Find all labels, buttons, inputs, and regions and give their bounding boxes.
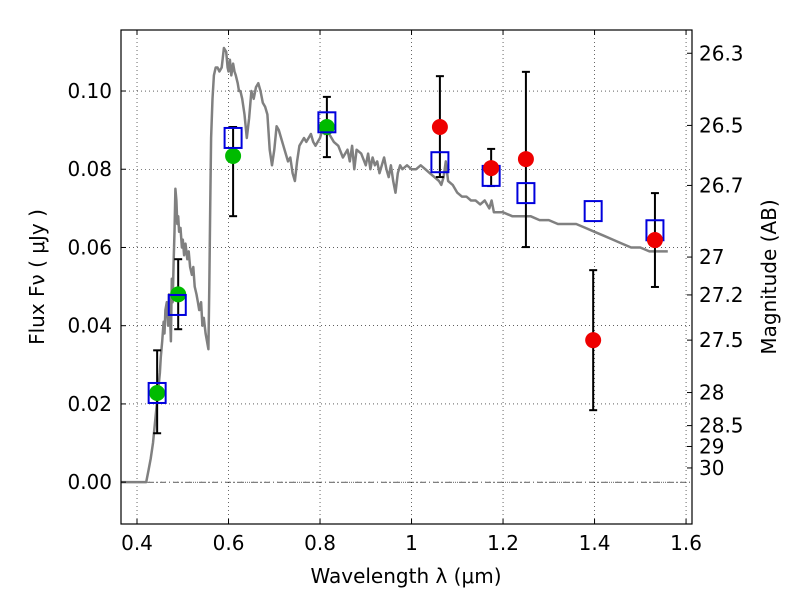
right-tick-label: 26.7 bbox=[699, 173, 744, 197]
blue-squares-point bbox=[223, 126, 243, 149]
y-tick-label: 0.06 bbox=[67, 235, 112, 259]
x-tick-label: 1.6 bbox=[670, 531, 702, 555]
red-circles-point bbox=[585, 332, 602, 349]
right-tick-label: 26.5 bbox=[699, 113, 744, 137]
x-axis-label: Wavelength λ (μm) bbox=[310, 564, 501, 588]
blue-squares-point bbox=[430, 151, 450, 174]
right-tick-label: 28 bbox=[699, 381, 724, 405]
blue-squares-point bbox=[317, 111, 337, 134]
y-tick-label: 0.08 bbox=[67, 157, 112, 181]
x-tick-label: 1 bbox=[405, 531, 418, 555]
y-tick-label: 0.04 bbox=[67, 314, 112, 338]
x-axis: 0.4 0.6 0.8 1 1.2 1.4 1.6 bbox=[121, 30, 702, 555]
blue-squares-point bbox=[516, 182, 536, 205]
right-tick-label: 29 bbox=[699, 434, 724, 458]
x-tick-label: 0.4 bbox=[121, 531, 153, 555]
x-tick-label: 0.6 bbox=[213, 531, 245, 555]
red-circles-point bbox=[431, 119, 448, 136]
green-circles-point bbox=[149, 384, 166, 401]
blue-squares-point bbox=[167, 293, 187, 316]
spectrum-layer bbox=[121, 46, 668, 484]
x-tick-label: 0.8 bbox=[304, 531, 336, 555]
blue-squares-point bbox=[583, 200, 603, 223]
right-tick-label: 27.5 bbox=[699, 328, 744, 352]
y-axis-left: 0.00 0.02 0.04 0.06 0.08 0.10 bbox=[67, 79, 126, 494]
green-circles-point bbox=[318, 119, 335, 136]
right-tick-label: 30 bbox=[699, 456, 724, 480]
y-tick-label: 0.10 bbox=[67, 79, 112, 103]
y-axis-label: Flux Fν ( μJy ) bbox=[25, 209, 49, 345]
y-tick-label: 0.02 bbox=[67, 392, 112, 416]
x-tick-label: 1.2 bbox=[487, 531, 519, 555]
green-circles-point bbox=[225, 147, 242, 164]
red-circles-point bbox=[646, 232, 663, 249]
blue-squares-point bbox=[147, 381, 167, 404]
plot-frame bbox=[120, 29, 693, 525]
right-tick-label: 28.5 bbox=[699, 414, 744, 438]
y-axis-right-label: Magnitude (AB) bbox=[757, 199, 781, 354]
markers bbox=[147, 111, 665, 404]
model-spectrum-line bbox=[121, 46, 668, 484]
red-circles-point bbox=[483, 160, 500, 177]
y-tick-label: 0.00 bbox=[67, 470, 112, 494]
right-tick-label: 27 bbox=[699, 245, 724, 269]
right-tick-label: 27.2 bbox=[699, 283, 744, 307]
right-tick-label: 26.3 bbox=[699, 41, 744, 65]
x-tick-label: 1.4 bbox=[579, 531, 611, 555]
red-circles-point bbox=[517, 151, 534, 168]
